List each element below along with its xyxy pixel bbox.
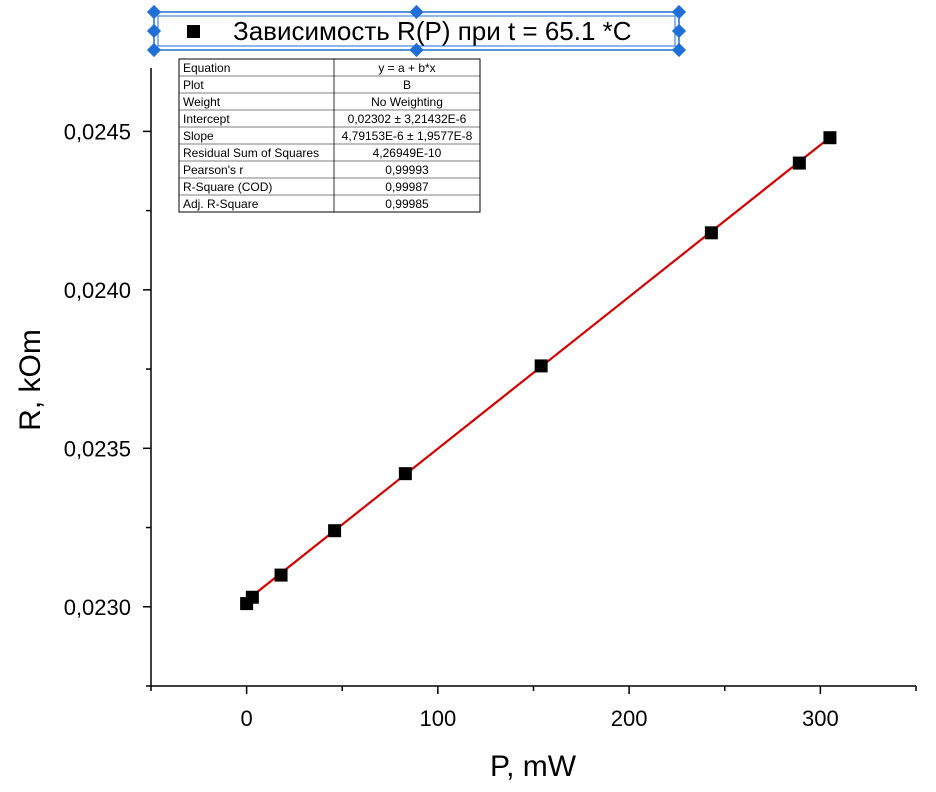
stats-value: 0,99985	[385, 197, 429, 211]
stats-key: Residual Sum of Squares	[183, 146, 319, 160]
stats-key: Weight	[183, 95, 221, 109]
resize-handle[interactable]	[671, 23, 687, 39]
legend-label: Зависимость R(P) при t = 65.1 *C	[233, 16, 632, 46]
data-points	[240, 131, 837, 611]
resize-handle[interactable]	[409, 4, 424, 20]
y-tick-label: 0,0240	[64, 278, 131, 303]
stats-value: No Weighting	[371, 95, 443, 109]
stats-key: Equation	[183, 61, 230, 75]
x-tick-label: 100	[420, 706, 457, 731]
x-axis-ticks: 0 100 200 300	[150, 686, 917, 731]
stats-key: Pearson's r	[183, 163, 243, 177]
x-axis-title: P, mW	[490, 750, 577, 783]
resize-handle[interactable]	[671, 4, 687, 20]
stats-key: Intercept	[183, 112, 230, 126]
y-tick-label: 0,0230	[64, 595, 131, 620]
resize-handle[interactable]	[671, 42, 687, 58]
data-point	[792, 156, 806, 170]
resize-handle[interactable]	[409, 42, 424, 58]
stats-value: 0,02302 ± 3,21432E-6	[348, 112, 467, 126]
y-tick-label: 0,0235	[64, 436, 131, 461]
x-tick-label: 200	[611, 706, 648, 731]
data-point	[704, 226, 718, 240]
x-tick-label: 0	[241, 706, 253, 731]
x-tick-label: 300	[802, 706, 839, 731]
stats-key: Slope	[183, 129, 214, 143]
legend-marker	[187, 25, 200, 38]
stats-value: 4,79153E-6 ± 1,9577E-8	[342, 129, 473, 143]
legend[interactable]: Зависимость R(P) при t = 65.1 *C	[146, 4, 687, 58]
y-axis-title: R, kOm	[14, 329, 47, 431]
data-point	[274, 568, 288, 582]
data-point	[534, 359, 548, 373]
stats-value: 0,99993	[385, 163, 429, 177]
stats-value: B	[403, 78, 411, 92]
data-point	[245, 590, 259, 604]
fit-statistics-table: Equation y = a + b*x Plot B Weight No Weighti…	[178, 58, 481, 213]
data-point	[398, 467, 412, 481]
stats-key: R-Square (COD)	[183, 180, 272, 194]
stats-value: 4,26949E-10	[373, 146, 442, 160]
stats-key: Plot	[183, 78, 204, 92]
data-point	[823, 131, 837, 145]
stats-key: Adj. R-Square	[183, 197, 259, 211]
stats-value: y = a + b*x	[378, 61, 435, 75]
y-axis-ticks: 0,0230 0,0235 0,0240 0,0245	[64, 119, 151, 687]
data-point	[328, 524, 342, 538]
y-tick-label: 0,0245	[64, 119, 131, 144]
stats-table-border	[178, 58, 481, 213]
stats-value: 0,99987	[385, 180, 429, 194]
